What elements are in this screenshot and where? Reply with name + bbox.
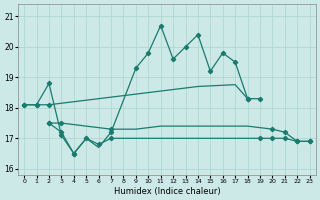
X-axis label: Humidex (Indice chaleur): Humidex (Indice chaleur) (114, 187, 220, 196)
